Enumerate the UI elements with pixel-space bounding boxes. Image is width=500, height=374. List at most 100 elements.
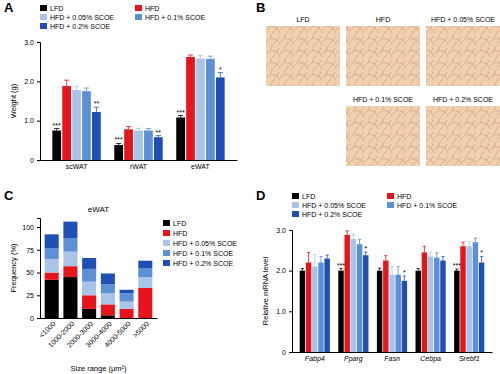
error-bar <box>474 238 477 242</box>
y-tick: 1.0 <box>276 308 292 315</box>
error-bar <box>54 129 59 131</box>
legend-swatch <box>387 202 394 208</box>
legend-item: LFD <box>163 220 186 227</box>
bar <box>144 131 153 161</box>
significance: *** <box>115 136 123 143</box>
bar <box>422 252 427 352</box>
y-axis-title: Weight (g) <box>9 83 18 118</box>
y-tick-mark <box>37 227 40 228</box>
error-bar <box>188 55 193 57</box>
y-tick-label: 2.0 <box>24 78 34 85</box>
bar <box>216 77 225 160</box>
y-tick: 25 <box>26 292 40 299</box>
error-bar <box>390 267 393 275</box>
bar <box>312 267 317 352</box>
y-tick: 100 <box>22 224 40 231</box>
legend-label: HFD <box>173 230 187 237</box>
bar <box>428 256 433 352</box>
legend-swatch <box>40 14 47 20</box>
x-tick-label: >5000 <box>131 320 150 339</box>
error-bar <box>384 256 387 261</box>
x-tick: >5000 <box>131 320 150 339</box>
panel-label: A <box>4 0 14 15</box>
y-tick-label: 1.0 <box>276 308 286 315</box>
error-bar <box>74 86 79 90</box>
significance: *** <box>177 109 185 116</box>
bar <box>466 246 471 352</box>
x-tick-label: Cebpa <box>420 355 441 363</box>
x-axis: scWATrWATeWAT <box>41 161 238 170</box>
bar-segment <box>45 259 59 273</box>
bar-segment <box>63 222 77 238</box>
y-tick: 75 <box>26 247 40 254</box>
legend-item: HFD + 0.05% SCOE <box>163 240 237 247</box>
y-tick-mark <box>37 81 40 82</box>
panel: A**************01.02.03.0scWATrWATeWATLF… <box>4 0 238 170</box>
error-bar <box>126 127 131 130</box>
bar <box>318 263 323 352</box>
legend-swatch <box>292 202 299 208</box>
x-axis: <10001000-20002000-30003000-40004000-500… <box>38 319 158 349</box>
bar <box>402 281 407 352</box>
error-bar <box>461 242 464 246</box>
legend-item: LFD <box>40 5 63 12</box>
y-tick: 50 <box>26 269 40 276</box>
bar-segment <box>63 277 77 318</box>
panel-label: D <box>256 188 265 203</box>
error-bar <box>307 252 310 262</box>
error-bar <box>346 231 349 235</box>
error-bar <box>455 269 458 271</box>
legend-label: HFD + 0.1% SCOE <box>173 250 233 257</box>
significance: *** <box>53 122 61 129</box>
error-bar <box>364 252 367 255</box>
y-tick: 2.0 <box>24 78 40 85</box>
y-tick-mark <box>37 250 40 251</box>
y-tick-label: 25 <box>26 292 34 299</box>
micrograph-label: HFD + 0.2% SCOE <box>433 96 493 103</box>
micrograph <box>426 26 500 86</box>
bar <box>473 242 478 352</box>
bar <box>389 275 394 352</box>
micrograph <box>266 26 340 86</box>
y-axis-title: Relative mRNA level <box>261 256 270 325</box>
bar <box>460 246 465 352</box>
micrograph <box>346 26 420 86</box>
panel: BLFDHFDHFD + 0.05% SCOEHFD + 0.1% SCOEHF… <box>256 0 500 166</box>
bar <box>434 258 439 352</box>
bar-segment <box>101 293 115 304</box>
y-tick-label: 50 <box>26 269 34 276</box>
bar <box>454 271 459 352</box>
y-axis: 01.02.03.0 <box>276 227 292 356</box>
legend-label: HFD <box>397 193 411 200</box>
error-bar <box>480 256 483 262</box>
x-axis-title: Size range (µm²) <box>70 364 127 373</box>
significance: ** <box>156 129 162 136</box>
x-tick: 4000-5000 <box>103 320 132 349</box>
error-bar <box>208 56 213 59</box>
panel: D*********01.02.03.0Fabp4PpargFasnCebpaS… <box>256 188 493 363</box>
error-bar <box>403 276 406 281</box>
legend-swatch <box>40 23 47 29</box>
error-bar <box>156 136 161 138</box>
legend-item: HFD + 0.05% SCOE <box>292 202 366 209</box>
x-tick: rWAT <box>130 163 148 170</box>
bar-segment <box>82 269 96 282</box>
bar <box>82 91 91 160</box>
legend-swatch <box>292 193 299 199</box>
bar <box>338 271 343 352</box>
figure: A**************01.02.03.0scWATrWATeWATLF… <box>0 0 500 374</box>
bar <box>72 90 81 160</box>
x-tick-label: rWAT <box>130 163 148 170</box>
micrograph-label: HFD <box>376 16 390 23</box>
bar <box>395 275 400 352</box>
significance: * <box>364 245 367 252</box>
legend-swatch <box>163 240 170 246</box>
bar-segment <box>82 258 96 269</box>
error-bar <box>417 269 420 271</box>
y-axis: 01.02.03.0 <box>24 39 40 164</box>
legend-item: LFD <box>292 193 315 200</box>
legend-label: HFD + 0.05% SCOE <box>302 202 366 209</box>
significance: ** <box>94 100 100 107</box>
x-tick-label: Fabp4 <box>305 355 325 363</box>
legend-item: HFD + 0.2% SCOE <box>163 260 233 267</box>
